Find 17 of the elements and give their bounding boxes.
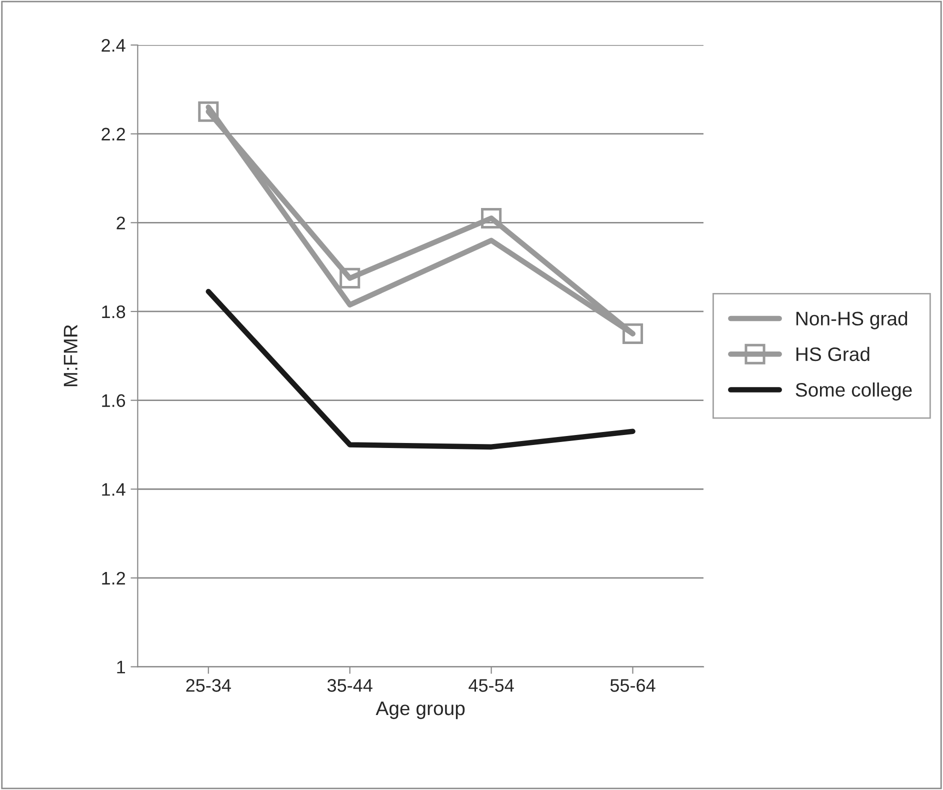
y-axis-title: M:FMR — [64, 324, 78, 386]
y-tick-label: 2.4 — [102, 38, 126, 52]
legend-label: HS Grad — [796, 346, 870, 362]
y-tick-label: 1.4 — [102, 483, 126, 496]
legend-label: Some college — [796, 382, 912, 401]
x-tick-label: 55-64 — [610, 679, 656, 692]
x-tick-label: 25-34 — [186, 679, 231, 692]
y-tick-label: 1.8 — [102, 305, 126, 318]
legend-label: Non-HS grad — [796, 311, 908, 330]
y-tick-label: 1.6 — [102, 394, 126, 408]
x-axis-title: Age group — [376, 702, 465, 720]
x-tick-label: 35-44 — [327, 679, 372, 692]
y-tick-label: 1.2 — [102, 572, 125, 584]
y-tick-label: 2 — [116, 216, 125, 230]
x-tick-label: 45-54 — [468, 679, 514, 692]
y-tick-label: 2.2 — [102, 128, 125, 140]
y-tick-label: 1 — [117, 660, 125, 674]
